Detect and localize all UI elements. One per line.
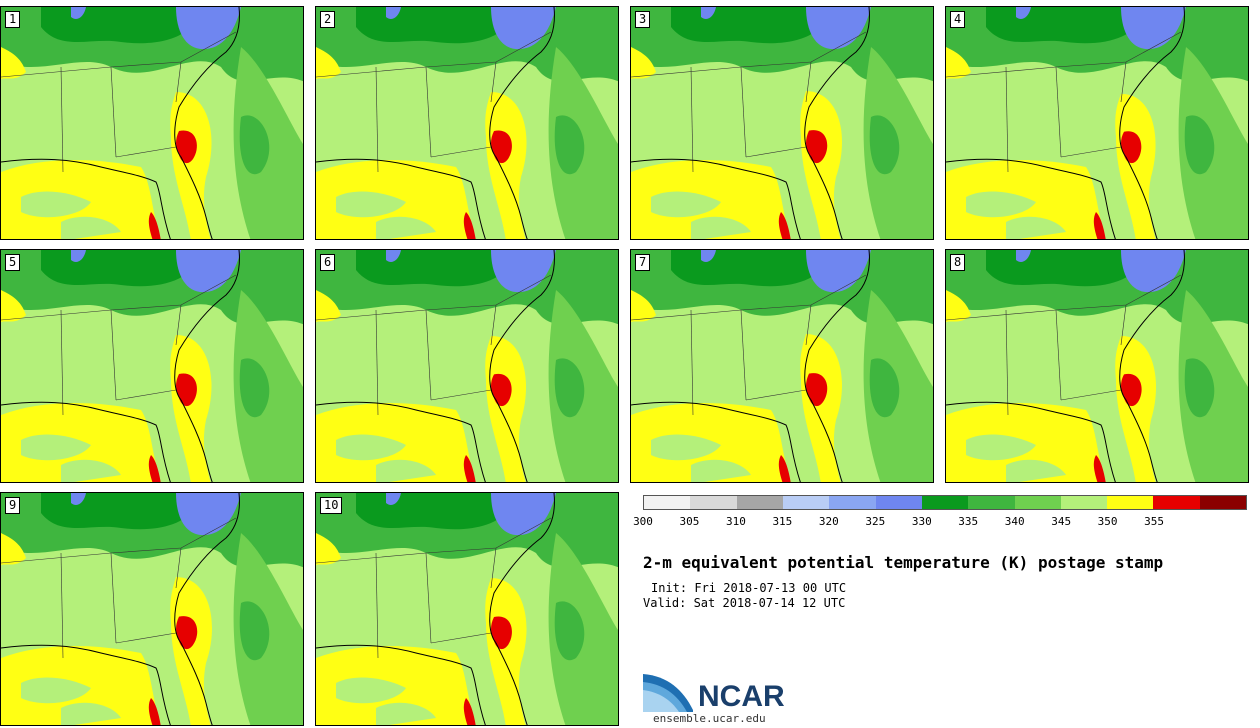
color-scale-tick: 340: [1004, 515, 1025, 528]
map-field: [631, 7, 933, 239]
map-panel-5: 5: [0, 249, 304, 483]
member-label: 9: [5, 497, 21, 514]
color-scale-tick: 310: [725, 515, 746, 528]
color-scale-segment: [875, 496, 922, 509]
map-panel-9: 9: [0, 492, 304, 726]
color-scale-segment: [1107, 496, 1154, 509]
chart-title: 2-m equivalent potential temperature (K)…: [643, 553, 1164, 572]
member-label: 6: [320, 254, 336, 271]
map-field: [631, 250, 933, 482]
map-field: [1, 7, 303, 239]
map-field: [1, 250, 303, 482]
color-scale-tick: 350: [1097, 515, 1118, 528]
color-scale-segment: [968, 496, 1015, 509]
map-field: [316, 7, 618, 239]
map-field: [316, 250, 618, 482]
color-scale-tick: 320: [818, 515, 839, 528]
member-label: 5: [5, 254, 21, 271]
color-scale-bar: [643, 495, 1247, 510]
color-scale-segment: [1199, 496, 1247, 509]
map-panel-4: 4: [945, 6, 1249, 240]
map-panel-1: 1: [0, 6, 304, 240]
member-label: 2: [320, 11, 336, 28]
color-scale-segment: [1153, 496, 1200, 509]
valid-time: Valid: Sat 2018-07-14 12 UTC: [643, 596, 846, 610]
color-scale-segment: [829, 496, 876, 509]
map-panel-10: 10: [315, 492, 619, 726]
color-scale-tick: 355: [1144, 515, 1164, 528]
color-scale-segment: [1014, 496, 1061, 509]
member-label: 4: [950, 11, 966, 28]
map-field: [946, 250, 1248, 482]
member-label: 10: [320, 497, 343, 514]
member-label: 7: [635, 254, 651, 271]
logo-name: NCAR: [698, 680, 785, 713]
map-panel-2: 2: [315, 6, 619, 240]
color-scale-tick: 300: [633, 515, 653, 528]
member-label: 8: [950, 254, 966, 271]
map-panel-7: 7: [630, 249, 934, 483]
init-time: Init: Fri 2018-07-13 00 UTC: [651, 581, 847, 595]
color-scale-tick: 345: [1051, 515, 1072, 528]
color-scale-tick: 335: [958, 515, 979, 528]
color-scale-segment: [782, 496, 830, 509]
color-scale-tick: 315: [772, 515, 793, 528]
map-field: [316, 493, 618, 725]
member-label: 3: [635, 11, 651, 28]
color-scale-tick: 325: [865, 515, 886, 528]
color-scale-segment: [644, 496, 691, 509]
color-scale-tick: 305: [679, 515, 700, 528]
ncar-logo-icon: [643, 674, 693, 712]
color-scale-tick: 330: [911, 515, 932, 528]
logo-url: ensemble.ucar.edu: [653, 712, 766, 725]
map-panel-3: 3: [630, 6, 934, 240]
color-scale-segment: [736, 496, 783, 509]
map-panel-8: 8: [945, 249, 1249, 483]
color-scale-segment: [1060, 496, 1108, 509]
member-label: 1: [5, 11, 21, 28]
map-field: [946, 7, 1248, 239]
color-scale-segment: [921, 496, 969, 509]
map-panel-6: 6: [315, 249, 619, 483]
color-scale-segment: [690, 496, 737, 509]
map-field: [1, 493, 303, 725]
